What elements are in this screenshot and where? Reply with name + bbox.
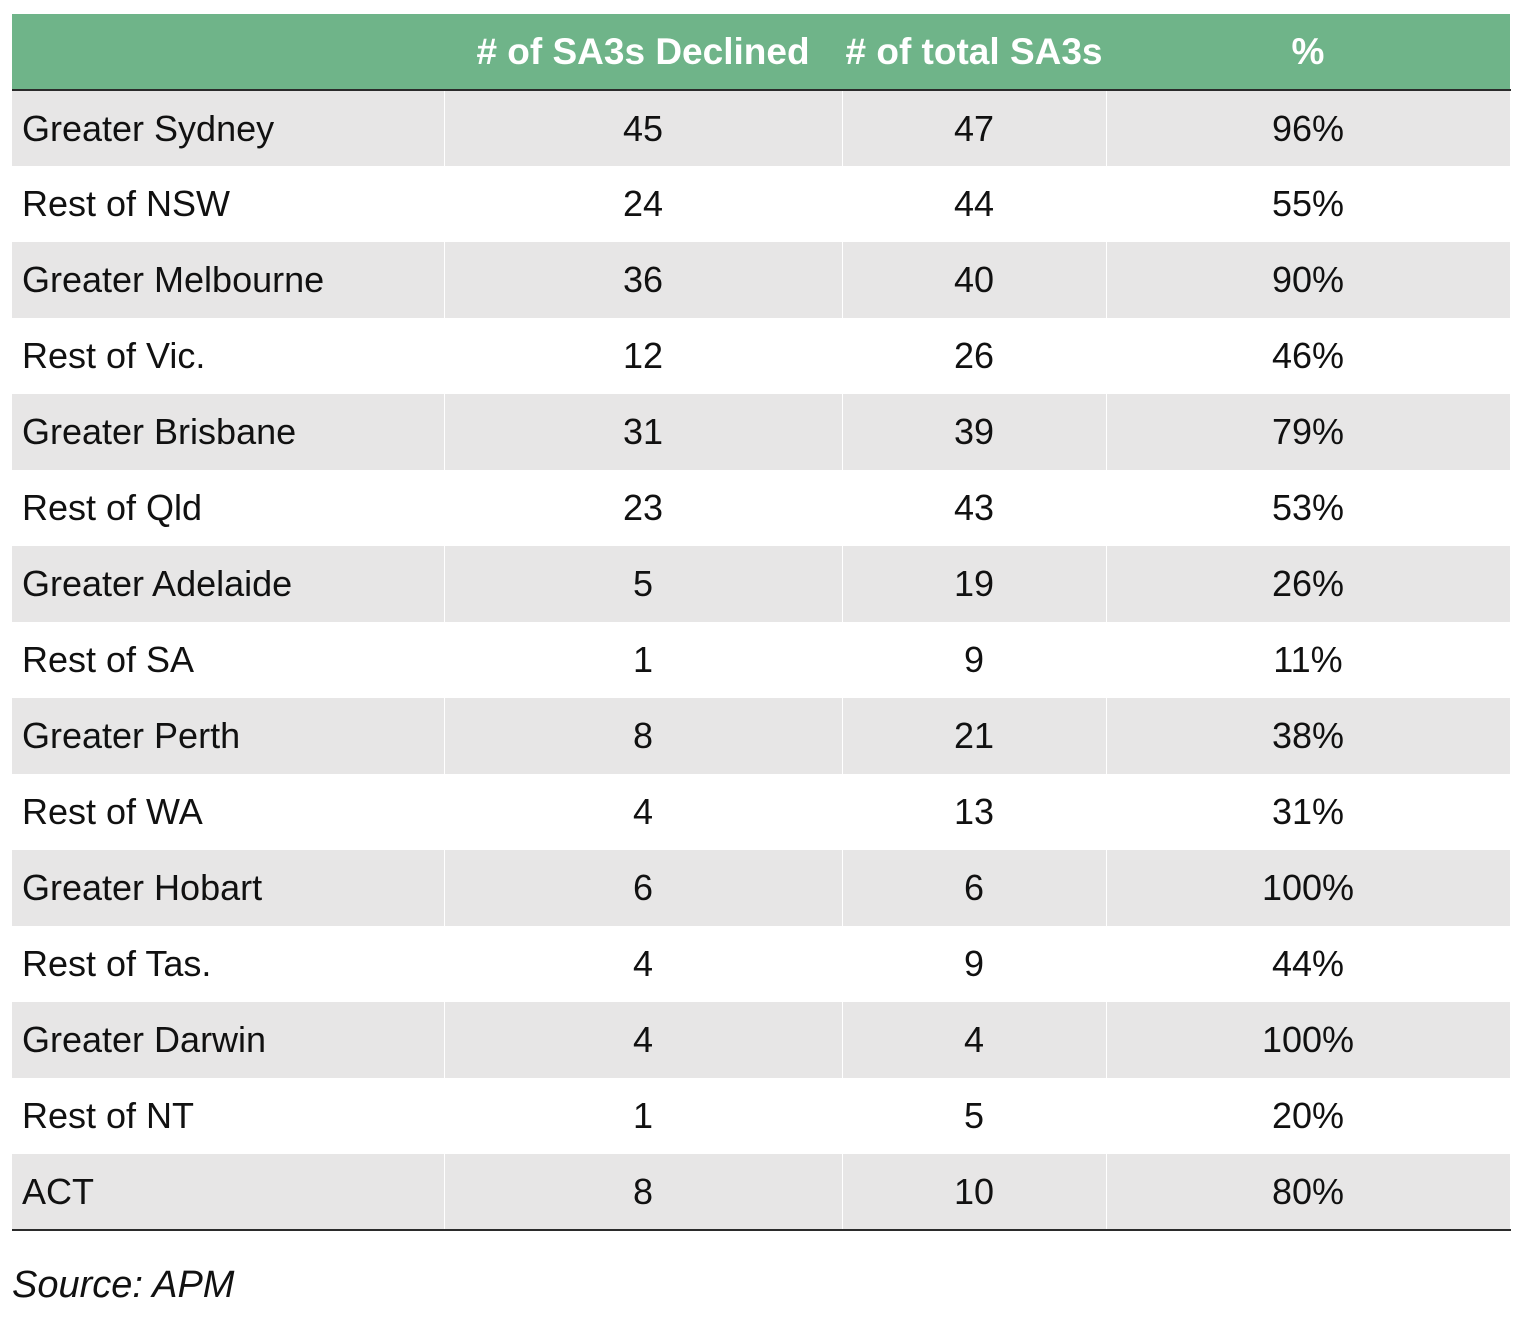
total-cell: 26: [842, 318, 1107, 394]
total-cell: 13: [842, 774, 1107, 850]
declined-cell: 23: [444, 470, 843, 546]
declined-cell: 1: [444, 622, 843, 698]
table-row: Greater Hobart 6 6 100%: [12, 850, 1511, 926]
declined-cell: 5: [444, 546, 843, 622]
region-cell: Greater Sydney: [12, 90, 445, 166]
table-row: Greater Adelaide 5 19 26%: [12, 546, 1511, 622]
header-row: # of SA3s Declined # of total SA3s %: [12, 14, 1510, 91]
header-declined: # of SA3s Declined: [444, 14, 842, 91]
total-cell: 9: [842, 926, 1107, 1002]
declined-cell: 4: [444, 926, 843, 1002]
source-note: Source: APM: [12, 1264, 235, 1306]
percent-cell: 31%: [1106, 774, 1511, 850]
region-cell: Rest of WA: [12, 774, 445, 850]
total-cell: 40: [842, 242, 1107, 318]
declined-cell: 12: [444, 318, 843, 394]
percent-cell: 46%: [1106, 318, 1511, 394]
total-cell: 43: [842, 470, 1107, 546]
table-header: # of SA3s Declined # of total SA3s %: [12, 14, 1510, 91]
table-row: Rest of Tas. 4 9 44%: [12, 926, 1511, 1002]
declined-cell: 4: [444, 1002, 843, 1078]
table-row: Rest of WA 4 13 31%: [12, 774, 1511, 850]
percent-cell: 20%: [1106, 1078, 1511, 1154]
total-cell: 21: [842, 698, 1107, 774]
percent-cell: 90%: [1106, 242, 1511, 318]
percent-cell: 44%: [1106, 926, 1511, 1002]
percent-cell: 100%: [1106, 1002, 1511, 1078]
declined-cell: 6: [444, 850, 843, 926]
percent-cell: 79%: [1106, 394, 1511, 470]
table-row: Greater Darwin 4 4 100%: [12, 1002, 1511, 1078]
region-cell: Greater Hobart: [12, 850, 445, 926]
table-row: Rest of NT 1 5 20%: [12, 1078, 1511, 1154]
declined-cell: 8: [444, 1154, 843, 1231]
percent-cell: 26%: [1106, 546, 1511, 622]
total-cell: 39: [842, 394, 1107, 470]
region-cell: Rest of Qld: [12, 470, 445, 546]
sa3-decline-table: # of SA3s Declined # of total SA3s % Gre…: [12, 14, 1511, 1231]
region-cell: Rest of SA: [12, 622, 445, 698]
table-row: Greater Perth 8 21 38%: [12, 698, 1511, 774]
percent-cell: 55%: [1106, 166, 1511, 242]
declined-cell: 24: [444, 166, 843, 242]
region-cell: ACT: [12, 1154, 445, 1231]
region-cell: Greater Brisbane: [12, 394, 445, 470]
total-cell: 9: [842, 622, 1107, 698]
percent-cell: 80%: [1106, 1154, 1511, 1231]
table-row: ACT 8 10 80%: [12, 1154, 1511, 1231]
percent-cell: 96%: [1106, 90, 1511, 166]
total-cell: 5: [842, 1078, 1107, 1154]
declined-cell: 36: [444, 242, 843, 318]
table-row: Rest of NSW 24 44 55%: [12, 166, 1511, 242]
header-total: # of total SA3s: [842, 14, 1106, 91]
percent-cell: 100%: [1106, 850, 1511, 926]
total-cell: 4: [842, 1002, 1107, 1078]
table-row: Greater Brisbane 31 39 79%: [12, 394, 1511, 470]
percent-cell: 11%: [1106, 622, 1511, 698]
region-cell: Rest of NSW: [12, 166, 445, 242]
region-cell: Rest of Vic.: [12, 318, 445, 394]
total-cell: 19: [842, 546, 1107, 622]
header-region: [12, 14, 444, 91]
table-row: Greater Melbourne 36 40 90%: [12, 242, 1511, 318]
table-row: Rest of Vic. 12 26 46%: [12, 318, 1511, 394]
region-cell: Greater Perth: [12, 698, 445, 774]
total-cell: 10: [842, 1154, 1107, 1231]
header-percent: %: [1106, 14, 1510, 91]
declined-cell: 4: [444, 774, 843, 850]
table-body: Greater Sydney 45 47 96% Rest of NSW 24 44 55% G…: [12, 90, 1511, 1231]
region-cell: Greater Darwin: [12, 1002, 445, 1078]
declined-cell: 45: [444, 90, 843, 166]
region-cell: Greater Adelaide: [12, 546, 445, 622]
total-cell: 6: [842, 850, 1107, 926]
sa3-decline-table-container: # of SA3s Declined # of total SA3s % Gre…: [12, 14, 1511, 1231]
table-row: Rest of SA 1 9 11%: [12, 622, 1511, 698]
total-cell: 47: [842, 90, 1107, 166]
region-cell: Greater Melbourne: [12, 242, 445, 318]
region-cell: Rest of NT: [12, 1078, 445, 1154]
percent-cell: 38%: [1106, 698, 1511, 774]
table-row: Rest of Qld 23 43 53%: [12, 470, 1511, 546]
declined-cell: 1: [444, 1078, 843, 1154]
total-cell: 44: [842, 166, 1107, 242]
percent-cell: 53%: [1106, 470, 1511, 546]
declined-cell: 8: [444, 698, 843, 774]
table-row: Greater Sydney 45 47 96%: [12, 90, 1511, 166]
region-cell: Rest of Tas.: [12, 926, 445, 1002]
declined-cell: 31: [444, 394, 843, 470]
